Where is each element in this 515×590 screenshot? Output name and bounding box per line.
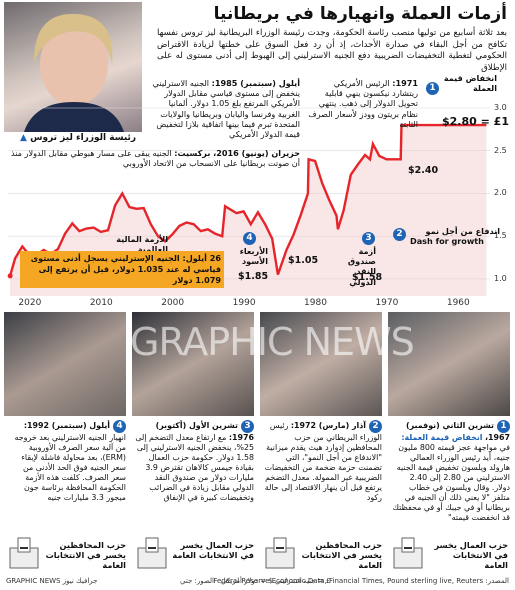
y-tick-label: 2.5 [494, 145, 507, 155]
label-devaluation: انخفاض قيمة العملة [443, 73, 497, 94]
photo-major [4, 312, 126, 416]
photo-heath [260, 312, 382, 416]
footer-sources: المصدر: Federal Reserve Economic Data, F… [213, 577, 509, 585]
story-1992: 4أيلول (سبتمبر) 1992: انهيار الجنيه الاس… [14, 420, 126, 502]
label-peg: $2.80 = £1 [442, 115, 509, 128]
label-black-wed: الأربعاء الأسود [239, 246, 268, 267]
ballot-box-icon [265, 537, 295, 569]
chart-point-latest [7, 273, 13, 279]
label-gfc: الأزمة المالية العالمية [116, 234, 168, 255]
annotation-1985: أيلول (سبتمبر) 1985: الجنيه الاسترليني ي… [152, 78, 300, 140]
footer-note: £ = جنيه استرليني $ = دولار أمريكي الصور… [180, 577, 331, 585]
story-1967: 1تشرين الثاني (نوفمبر) 1967، انخفاض قيمة… [392, 420, 510, 522]
ballot-box-icon [393, 537, 423, 569]
x-tick-label: 1980 [304, 298, 327, 308]
story-1972: 2آذار (مارس) 1972: رئيس الوزراء البريطان… [264, 420, 382, 502]
y-tick-label: 1.0 [494, 273, 507, 283]
ballot-1967: حزب العمال يخسر في الانتخابات العامة [434, 540, 509, 570]
chart-grid [8, 107, 490, 280]
x-tick-label: 1990 [232, 298, 256, 308]
value-158: $1.58 [352, 272, 383, 283]
ballot-1992: حزب المحافظين يخسر في الانتخابات العامة [45, 540, 126, 570]
story-1976: 3تشرين الأول (أكتوبر) 1976: مع ارتفاع مع… [135, 420, 254, 502]
annotation-1971-text: 1971: الرئيس الأمريكي ريتشارد نيكسون ينه… [308, 78, 418, 129]
y-tick-label: 3.0 [494, 103, 507, 112]
x-tick-label: 1970 [375, 298, 399, 308]
x-tick-label: 2010 [89, 298, 113, 308]
label-dash: اندفاع من أجل نمو Dash for growth [410, 226, 500, 247]
value-105: $1.05 [288, 255, 319, 266]
y-tick-label: 1.5 [494, 231, 507, 241]
marker-3: 3 [362, 232, 375, 245]
annotation-2016: حزيران (يونيو) 2016، بركسيت: الجنيه يبقى… [10, 148, 300, 169]
label-today: 26 أيلول: الجنيه الإسترليني يسجل أدنى مس… [20, 251, 224, 288]
marker-2: 2 [393, 228, 406, 241]
chart-markers [7, 273, 13, 279]
intro-text: بعد ثلاثة أسابيع من توليها منصب رئاسة ال… [157, 28, 507, 73]
label-imf: أزمة صندوق النقد الدولي [347, 246, 376, 287]
chart-line [8, 123, 487, 277]
ballot-box-icon [137, 537, 167, 569]
ballot-1976: حزب العمال يخسر في الانتخابات العامة [172, 540, 254, 560]
photo-wilson [388, 312, 510, 416]
footer-credit: GRAPHIC NEWS جرافيك نيوز [6, 577, 98, 585]
marker-4: 4 [243, 232, 256, 245]
value-240: $2.40 [408, 165, 439, 176]
portrait-photo [4, 2, 142, 132]
photo-callaghan [132, 312, 254, 416]
portrait-illustration [24, 13, 124, 132]
page-title: أزمات العملة وانهيارها في بريطانيا [213, 4, 507, 24]
value-185: $1.85 [238, 271, 269, 282]
portrait-caption: رئيسة الوزراء ليز تروس ▲ [20, 133, 137, 143]
ballot-1972: حزب المحافظين يخسر في الانتخابات العامة [301, 540, 382, 570]
y-tick-label: 2.0 [494, 188, 507, 198]
marker-1: 1 [426, 82, 439, 95]
x-tick-label: 1960 [446, 298, 470, 308]
ballot-box-icon [9, 537, 39, 569]
x-tick-label: 2020 [18, 298, 42, 308]
x-tick-label: 2000 [161, 298, 185, 308]
